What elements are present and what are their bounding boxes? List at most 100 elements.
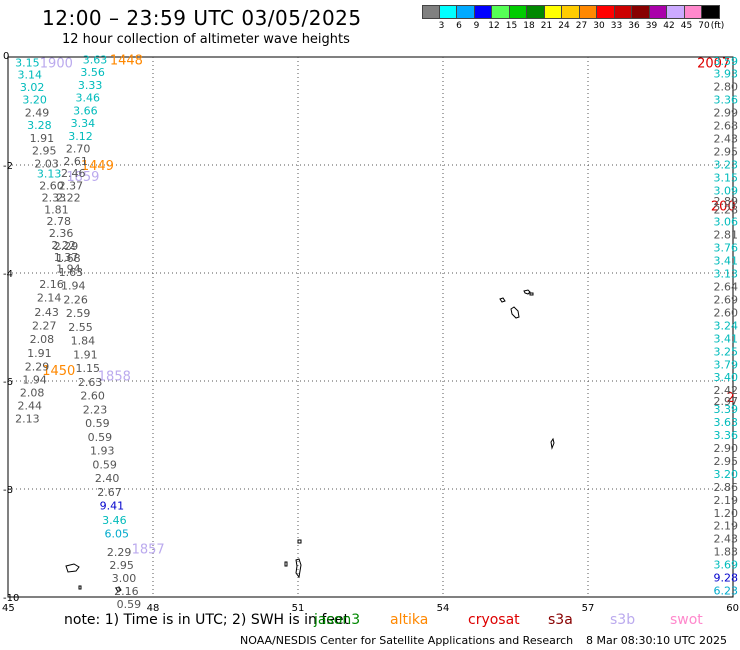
wave-height-value: 9.41: [100, 500, 125, 513]
wave-height-value: 1.84: [71, 335, 96, 348]
wave-height-value: 3.56: [80, 66, 105, 79]
wave-height-value: 3.15: [15, 56, 40, 69]
wave-height-value: 2.60: [714, 306, 739, 319]
longitude-tick-label: 57: [582, 603, 595, 614]
island-coastline: [115, 586, 122, 593]
wave-height-value: 2.68: [714, 120, 739, 133]
wave-height-value: 2.08: [30, 333, 55, 346]
color-scale-label: 24: [558, 21, 570, 31]
island-coastline: [510, 306, 520, 319]
wave-height-value: 2.90: [714, 442, 739, 455]
wave-height-value: 2.63: [78, 376, 103, 389]
color-scale-label: 12: [488, 21, 500, 31]
wave-height-value: 3.66: [73, 104, 98, 117]
latitude-tick-label: -2: [3, 161, 13, 172]
wave-height-value: 6.05: [105, 527, 130, 540]
wave-height-value: 2.99: [714, 107, 739, 120]
wave-height-value: 3.76: [714, 242, 739, 255]
wave-height-value: 1.63: [59, 266, 84, 279]
wave-height-value: 2.36: [49, 227, 74, 240]
wave-height-value: 2.22: [56, 191, 81, 204]
track-time-label: 1858: [98, 370, 131, 385]
color-scale-label: 6: [456, 21, 462, 31]
wave-height-color-scale: 3 6 9 12 15 18 21 24 27 30 33 36 39 42 45 70 (ft): [422, 5, 737, 35]
color-scale-label: 33: [610, 21, 623, 31]
satellite-legend-item: jason3: [314, 612, 361, 628]
wave-height-value: 2.33: [42, 191, 67, 204]
wave-height-value: 1.83: [714, 546, 739, 559]
wave-height-value: 1.94: [56, 263, 81, 276]
wave-height-value: 3.00: [112, 572, 137, 585]
wave-height-value: 3.25: [714, 345, 739, 358]
wave-height-value: 2.37: [59, 180, 84, 193]
track-time-label: 1900: [40, 56, 73, 71]
color-swatch: [474, 5, 492, 19]
color-scale-label: 70: [698, 21, 710, 31]
wave-height-value: 2.97: [714, 395, 739, 408]
track-time-label: 2: [726, 391, 734, 406]
longitude-tick-label: 48: [147, 603, 160, 614]
island-coastline: [529, 292, 534, 296]
wave-height-value: 3.24: [714, 319, 739, 332]
color-swatch: [509, 5, 527, 19]
wave-height-value: 2.14: [37, 291, 62, 304]
satellite-legend-item: swot: [670, 612, 703, 628]
color-swatch: [457, 5, 475, 19]
wave-height-value: 2.40: [95, 472, 120, 485]
wave-height-value: 3.13: [37, 168, 62, 181]
wave-height-value: 3.93: [714, 68, 739, 81]
color-swatch: [597, 5, 615, 19]
wave-height-value: 1.15: [76, 362, 101, 375]
color-swatch: [667, 5, 685, 19]
color-swatch: [614, 5, 632, 19]
wave-height-value: 3.41: [714, 255, 739, 268]
wave-height-value: 0.59: [92, 459, 117, 472]
island-coastline: [295, 558, 302, 579]
wave-height-value: 3.46: [102, 514, 127, 527]
wave-height-value: 2.13: [15, 412, 40, 425]
color-scale-label: 42: [663, 21, 675, 31]
wave-height-value: 2.69: [714, 293, 739, 306]
wave-height-value: 3.79: [714, 358, 739, 371]
wave-height-value: 2.29: [107, 546, 132, 559]
wave-height-value: 3.34: [71, 117, 96, 130]
wave-height-value: 2.60: [39, 180, 64, 193]
satellite-legend-item: s3b: [610, 612, 636, 628]
track-time-label: 1449: [81, 159, 114, 174]
color-swatch: [562, 5, 580, 19]
wave-height-value: 3.33: [78, 79, 103, 92]
wave-height-value: 2.59: [66, 307, 91, 320]
wave-height-value: 2.28: [714, 203, 739, 216]
wave-height-value: 3.40: [714, 371, 739, 384]
footnote: note: 1) Time is in UTC; 2) SWH is in fe…: [64, 612, 350, 628]
wave-height-value: 1.93: [90, 445, 115, 458]
color-swatch: [544, 5, 562, 19]
wave-height-value: 3.36: [714, 94, 739, 107]
track-time-label: 1857: [132, 542, 165, 557]
wave-height-value: 2.43: [34, 306, 59, 319]
map-frame: [7, 56, 734, 598]
color-swatch: [492, 5, 510, 19]
latitude-tick-label: -4: [3, 269, 13, 280]
satellite-legend-item: cryosat: [468, 612, 520, 628]
wave-height-value: 2.29: [25, 360, 50, 373]
wave-height-value: 3.63: [714, 416, 739, 429]
wave-height-value: 1.81: [44, 203, 69, 216]
wave-height-value: 3.69: [714, 559, 739, 572]
island-coastline: [284, 561, 288, 567]
longitude-tick-label: 51: [292, 603, 305, 614]
island-coastline: [550, 437, 555, 450]
color-scale-label: 30: [593, 21, 605, 31]
wave-height-value: 3.15: [714, 171, 739, 184]
wave-height-value: 2.29: [54, 240, 79, 253]
wave-height-value: 3.39: [714, 403, 739, 416]
wave-height-value: 3.20: [22, 94, 47, 107]
wave-height-value: 2.95: [714, 455, 739, 468]
wave-height-value: 6.23: [714, 585, 739, 598]
wave-height-value: 0.59: [85, 417, 110, 430]
wave-height-value: 3.12: [68, 130, 93, 143]
track-time-label: 200: [711, 200, 736, 215]
credit-text: NOAA/NESDIS Center for Satellite Applica…: [240, 634, 574, 647]
longitude-tick-label: 45: [2, 603, 15, 614]
